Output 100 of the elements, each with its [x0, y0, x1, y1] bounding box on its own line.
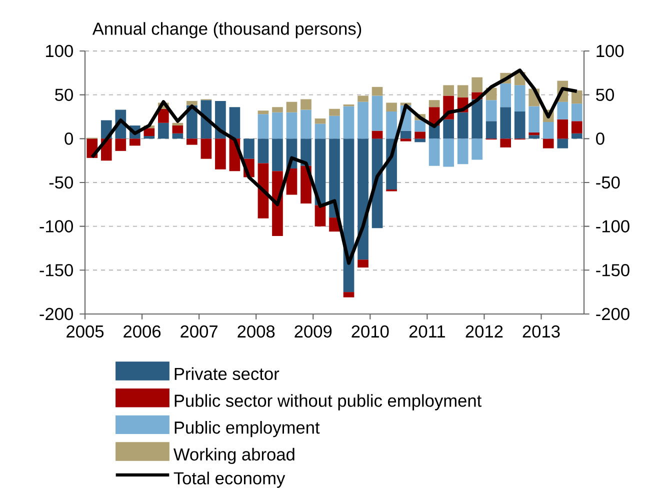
- bar: [272, 107, 283, 112]
- bar: [514, 111, 526, 139]
- bar: [528, 132, 540, 136]
- bar: [443, 119, 454, 139]
- bar: [358, 260, 368, 268]
- bar: [229, 107, 240, 139]
- bar: [400, 138, 412, 142]
- y-tick-label: -100: [596, 220, 630, 232]
- bar: [258, 110, 269, 114]
- bar: [200, 138, 212, 159]
- bar: [542, 122, 554, 139]
- bar: [528, 106, 540, 133]
- bar: [486, 121, 497, 139]
- bar: [386, 102, 397, 112]
- bar: [172, 122, 184, 126]
- y2-tick-label: 0: [64, 132, 73, 145]
- bar: [343, 106, 354, 139]
- y2-tick-label: 100: [46, 44, 73, 58]
- bar: [500, 138, 512, 148]
- x-tick-label: 2007: [180, 325, 218, 338]
- bar: [343, 292, 354, 298]
- y2-tick-label: -150: [40, 264, 73, 276]
- bar: [172, 126, 184, 134]
- x-tick-label: 2012: [466, 325, 503, 338]
- y2-tick-label: -50: [49, 176, 73, 189]
- legend-label: Public employment: [174, 421, 320, 438]
- bar: [129, 138, 140, 146]
- bar: [286, 102, 298, 112]
- bar: [500, 107, 512, 139]
- x-tick-label: 2010: [352, 325, 389, 338]
- x-tick-label: 2009: [294, 325, 332, 338]
- bar: [358, 102, 368, 139]
- bar: [300, 110, 312, 139]
- bar: [186, 100, 198, 106]
- bar: [258, 114, 269, 139]
- bar: [272, 112, 283, 139]
- bar: [372, 130, 383, 139]
- bar: [258, 138, 269, 164]
- bar: [486, 100, 497, 122]
- bar: [414, 138, 426, 142]
- y-tick-label: -200: [596, 308, 630, 320]
- legend-label: Working abroad: [174, 448, 294, 464]
- y-tick-label: 0: [596, 132, 604, 145]
- bar: [358, 96, 368, 102]
- legend-label: Total economy: [174, 472, 286, 488]
- bar: [244, 138, 254, 159]
- bar: [272, 138, 283, 172]
- bar: [472, 99, 482, 139]
- bar: [144, 136, 155, 139]
- y2-tick-label: -200: [40, 308, 73, 320]
- line-series: [90, 68, 579, 265]
- y-tick-label: 50: [596, 88, 614, 101]
- bar: [329, 108, 340, 116]
- bar: [286, 112, 298, 139]
- bar: [557, 119, 568, 139]
- bar: [300, 99, 312, 110]
- bar: [472, 77, 482, 92]
- y2-tick-label: -100: [40, 220, 73, 232]
- bar: [215, 138, 226, 170]
- y-tick-label: 100: [596, 44, 624, 58]
- bar: [571, 90, 582, 104]
- y2-tick-label: 50: [55, 88, 73, 101]
- x-tick-label: 2008: [238, 325, 275, 338]
- bar: [300, 138, 312, 166]
- x-tick-label: 2006: [124, 325, 161, 338]
- bar: [314, 124, 326, 139]
- bar: [158, 122, 169, 139]
- bar: [414, 120, 426, 132]
- y-tick-label: -50: [596, 176, 620, 189]
- bar: [571, 133, 582, 139]
- bar: [358, 138, 368, 260]
- bar: [329, 116, 340, 139]
- bar: [400, 130, 412, 139]
- bar: [557, 138, 568, 148]
- bar: [172, 133, 184, 139]
- bar: [144, 128, 155, 136]
- bar: [372, 86, 383, 96]
- bar: [443, 138, 454, 167]
- bar: [428, 138, 440, 166]
- bar: [372, 96, 383, 131]
- bar: [115, 138, 126, 151]
- bar: [457, 85, 468, 98]
- bar: [457, 138, 468, 164]
- x-tick-label: 2011: [409, 325, 445, 338]
- x-tick-label: 2005: [66, 325, 104, 338]
- chart-title: Annual change (thousand persons): [92, 22, 362, 38]
- bar: [542, 138, 554, 148]
- bar: [528, 135, 540, 139]
- bar: [443, 85, 454, 96]
- bar: [571, 121, 582, 134]
- y-tick-label: -150: [596, 264, 630, 276]
- bar: [314, 205, 326, 226]
- bar: [186, 138, 198, 145]
- bar: [457, 112, 468, 139]
- bar: [557, 102, 568, 120]
- bar: [414, 132, 426, 139]
- bar: [386, 111, 397, 139]
- bar: [514, 85, 526, 112]
- bar: [500, 83, 512, 108]
- bar: [428, 100, 440, 108]
